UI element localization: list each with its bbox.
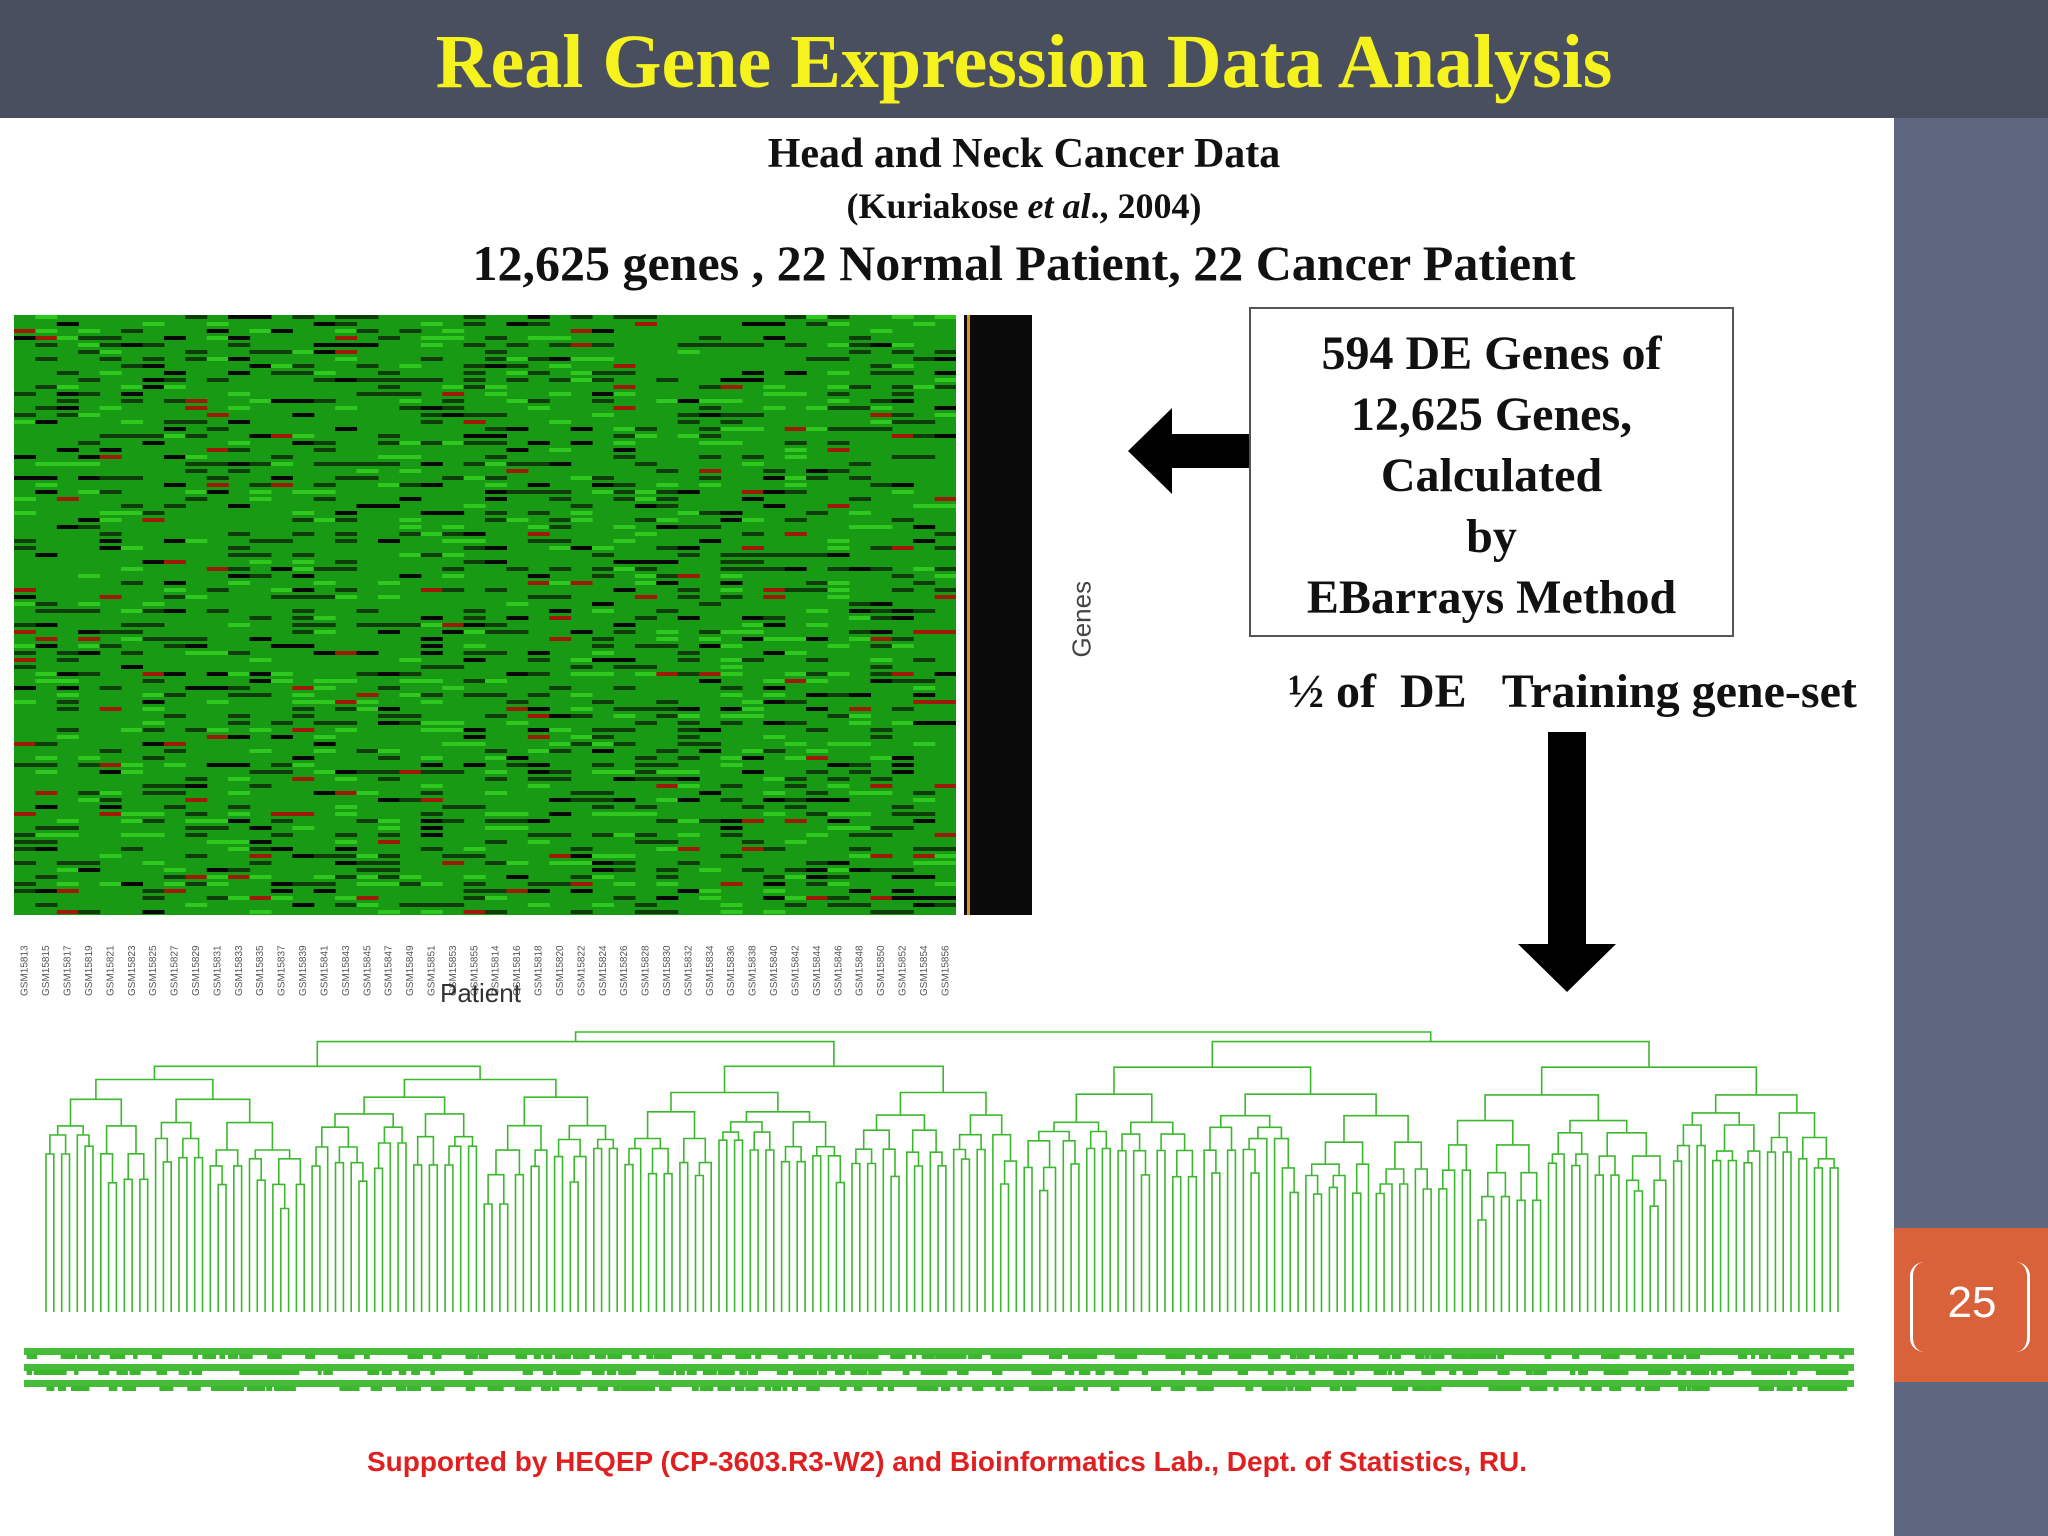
- heatmap-color-bar: [964, 315, 1032, 915]
- sample-label: GSM15818: [534, 945, 545, 996]
- sample-label: GSM15852: [898, 945, 909, 996]
- de-box-line: by: [1466, 510, 1517, 563]
- sample-label: GSM15835: [255, 945, 266, 996]
- sample-label: GSM15820: [555, 945, 566, 996]
- de-box-line: 12,625 Genes,: [1350, 388, 1633, 441]
- sample-label: GSM15838: [748, 945, 759, 996]
- sample-label: GSM15855: [469, 945, 480, 996]
- sample-label: GSM15847: [384, 945, 395, 996]
- sample-label: GSM15822: [576, 945, 587, 996]
- sample-label: GSM15821: [105, 945, 116, 996]
- sample-label: GSM15816: [512, 945, 523, 996]
- down-arrow-icon: [1518, 732, 1616, 992]
- sample-label: GSM15850: [876, 945, 887, 996]
- sample-label: GSM15823: [127, 945, 138, 996]
- citation-author: (Kuriakose: [846, 186, 1028, 226]
- citation-year: ., 2004): [1090, 186, 1202, 226]
- sample-label: GSM15842: [790, 945, 801, 996]
- sample-label: GSM15853: [448, 945, 459, 996]
- sample-label: GSM15840: [769, 945, 780, 996]
- sample-label: GSM15854: [919, 945, 930, 996]
- sample-label: GSM15843: [341, 945, 352, 996]
- sample-label: GSM15817: [63, 945, 74, 996]
- sample-label: GSM15846: [833, 945, 844, 996]
- heatmap: [14, 315, 956, 915]
- sample-label: GSM15833: [234, 945, 245, 996]
- header-bar: [0, 0, 2048, 118]
- de-box-line: Calculated: [1380, 449, 1603, 502]
- heatmap-cells: [14, 315, 956, 914]
- sample-label: GSM15849: [405, 945, 416, 996]
- left-arrow-icon: [1128, 408, 1254, 494]
- slide-title: Real Gene Expression Data Analysis: [435, 20, 1613, 104]
- sample-label: GSM15856: [940, 945, 951, 996]
- genes-axis-label: Genes: [1066, 580, 1097, 658]
- sample-label: GSM15851: [427, 945, 438, 996]
- sample-label: GSM15825: [148, 945, 159, 996]
- sample-label: GSM15826: [619, 945, 630, 996]
- sample-label: GSM15819: [84, 945, 95, 996]
- subtitle: Head and Neck Cancer Data: [767, 131, 1281, 177]
- sample-label: GSM15836: [726, 945, 737, 996]
- sample-label: GSM15837: [277, 945, 288, 996]
- sample-label: GSM15815: [41, 945, 52, 996]
- sample-label: GSM15829: [191, 945, 202, 996]
- data-summary: 12,625 genes , 22 Normal Patient, 22 Can…: [472, 235, 1576, 291]
- de-box-line: EBarrays Method: [1306, 571, 1677, 624]
- patient-axis-label: Patient: [440, 978, 521, 1008]
- sample-label: GSM15844: [812, 945, 823, 996]
- sample-label: GSM15813: [20, 945, 31, 996]
- sample-label: GSM15845: [362, 945, 373, 996]
- sample-label: GSM15839: [298, 945, 309, 996]
- sample-labels: GSM15813 GSM15815 GSM15817 GSM15819 GSM15821…: [20, 945, 952, 996]
- sample-label: GSM15832: [683, 945, 694, 996]
- sample-label: GSM15831: [212, 945, 223, 996]
- heatmap-bar-edge: [967, 315, 970, 915]
- dendrogram: [24, 1031, 1854, 1391]
- sample-label: GSM15827: [170, 945, 181, 996]
- training-gene-set-label: ½ of DE Training gene-set: [1288, 665, 1857, 718]
- sample-label: GSM15830: [662, 945, 673, 996]
- sample-label: GSM15841: [319, 945, 330, 996]
- de-genes-box: 594 DE Genes of 12,625 Genes, Calculated…: [1249, 307, 1734, 637]
- sample-label: GSM15814: [491, 945, 502, 996]
- slide-number-frame: [1910, 1262, 2030, 1352]
- sample-label: GSM15834: [705, 945, 716, 996]
- de-box-line: 594 DE Genes of: [1321, 327, 1662, 380]
- footer-credit: Supported by HEQEP (CP-3603.R3-W2) and B…: [366, 1446, 1528, 1477]
- sample-label: GSM15828: [641, 945, 652, 996]
- sample-label: GSM15824: [598, 945, 609, 996]
- slide-number-box: [1894, 1228, 2048, 1382]
- slide-number: 25: [1947, 1278, 1997, 1327]
- citation: (Kuriakose et al., 2004): [0, 185, 2048, 227]
- citation-etal: et al: [1027, 186, 1091, 226]
- sample-label: GSM15848: [855, 945, 866, 996]
